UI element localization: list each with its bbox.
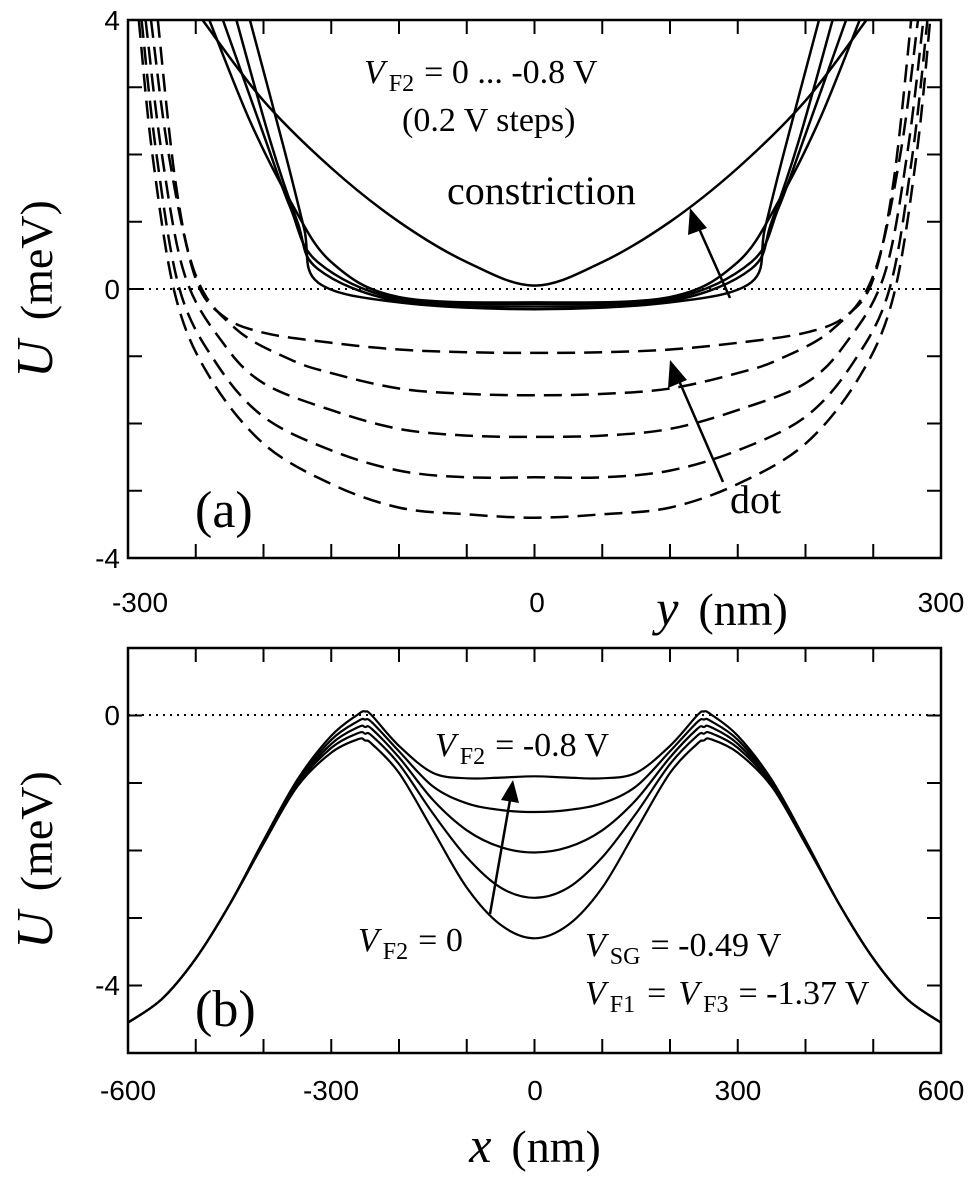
vf3-var: V: [678, 975, 703, 1012]
panel-b: 0 -4 -600 -300 0 300 600 x (nm) U (meV) …: [7, 646, 965, 1173]
gate-range-sub: F2: [389, 71, 414, 97]
y-axis-title-a: U (meV): [7, 200, 64, 378]
vf2-bottom-sub: F2: [383, 939, 408, 965]
vf2-arrow: [488, 780, 519, 915]
panel-a-ticks: [127, 19, 942, 559]
x-tick-label-a-neg300: -300: [112, 587, 168, 618]
y-axis-unit-b: (meV): [11, 771, 62, 891]
panel-b-curve-4: [128, 737, 941, 1024]
constriction-curve-vf2-neg0p8: [248, 20, 821, 311]
x-tick-label-b-600: 600: [918, 1075, 965, 1106]
vf1-sub: F1: [610, 992, 635, 1018]
constriction-curve-vf2-neg0p4: [221, 20, 848, 306]
vf2-top-text: = -0.8 V: [495, 727, 609, 764]
dot-curve-vf2-neg0p6: [149, 20, 920, 397]
x-tick-label-a-300: 300: [918, 587, 965, 618]
gate-range-text: = 0 ... -0.8 V: [424, 54, 598, 91]
vsg-text: = -0.49 V: [650, 927, 781, 964]
vsg-sub: SG: [610, 944, 641, 970]
constriction-label: constriction: [447, 168, 636, 213]
x-axis-title-b: x (nm): [468, 1117, 601, 1173]
dot-label: dot: [730, 477, 781, 522]
dot-curve-vf2-0: [137, 20, 932, 519]
gate-range-label: V F2 = 0 ... -0.8 V: [364, 54, 598, 97]
x-axis-unit-a: (nm): [698, 584, 787, 635]
vf2-bottom-text: = 0: [418, 922, 463, 959]
constriction-curve-vf2-neg0p2: [208, 20, 861, 304]
y-tick-label-b-neg4: -4: [95, 970, 120, 1001]
panel-label-a: (a): [195, 482, 253, 539]
constriction-curve-vf2-0: [201, 20, 868, 287]
vf2-bottom-label: V F2 = 0: [358, 922, 463, 965]
vf1-eq: =: [647, 975, 666, 1012]
dot-curve-vf2-neg0p8: [156, 20, 913, 355]
y-axis-title-b: U (meV): [7, 771, 64, 949]
y-axis-unit-a: (meV): [11, 200, 62, 320]
vf2-top-sub: F2: [460, 744, 485, 770]
y-tick-label-b-0: 0: [104, 700, 120, 731]
y-axis-var-b: U: [7, 908, 64, 949]
x-axis-var-b: x: [468, 1117, 491, 1173]
vf1-vf3-label: V F1 = V F3 = -1.37 V: [585, 975, 870, 1018]
panel-b-series: [128, 710, 941, 1024]
vf3-text: = -1.37 V: [738, 975, 869, 1012]
panel-label-b: (b): [195, 981, 256, 1038]
vsg-label: V SG = -0.49 V: [585, 927, 782, 970]
vsg-var: V: [585, 927, 610, 964]
y-tick-label-a-4: 4: [104, 5, 120, 36]
x-tick-label-b-neg600: -600: [100, 1075, 156, 1106]
vf2-top-label: V F2 = -0.8 V: [435, 727, 610, 770]
vf1-var: V: [585, 975, 610, 1012]
y-tick-label-a-neg4: -4: [95, 543, 120, 574]
vf3-sub: F3: [703, 992, 728, 1018]
dot-arrow: [668, 360, 725, 483]
panel-a: 4 0 -4 -300 0 300 y (nm) U (meV) V F2 = …: [7, 5, 964, 636]
dot-curve-vf2-neg0p2: [140, 20, 929, 480]
vf2-top-var: V: [435, 727, 460, 764]
x-axis-var-a: y: [651, 580, 679, 636]
x-axis-title-a: y (nm): [651, 580, 788, 636]
vf2-bottom-var: V: [358, 922, 383, 959]
constriction-arrow: [688, 208, 732, 299]
x-tick-label-b-300: 300: [715, 1075, 762, 1106]
y-axis-var-a: U: [7, 337, 64, 378]
x-tick-label-b-neg300: -300: [303, 1075, 359, 1106]
panel-a-series: [137, 20, 932, 519]
constriction-curve-vf2-neg0p6: [235, 20, 834, 308]
y-tick-label-a-0: 0: [104, 274, 120, 305]
dot-curve-vf2-neg0p4: [144, 20, 925, 439]
panel-b-ticks: [127, 648, 942, 1054]
gate-steps-label: (0.2 V steps): [402, 102, 575, 139]
gate-range-var: V: [364, 54, 389, 91]
x-axis-unit-b: (nm): [511, 1121, 600, 1172]
x-tick-label-b-0: 0: [527, 1075, 543, 1106]
x-tick-label-a-0: 0: [529, 587, 545, 618]
